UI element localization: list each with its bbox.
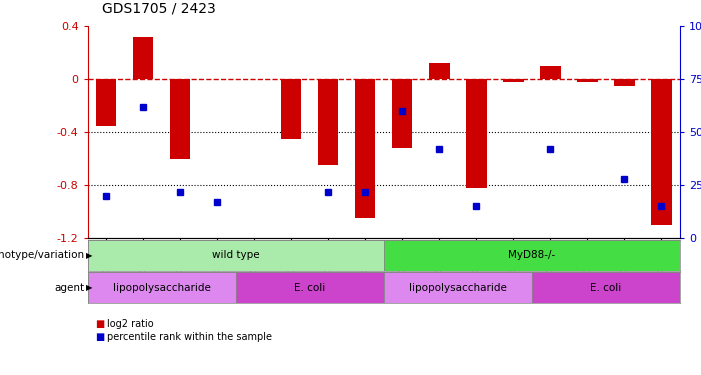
Text: lipopolysaccharide: lipopolysaccharide — [113, 283, 210, 292]
Bar — [540, 66, 561, 79]
Bar — [503, 79, 524, 82]
Text: log2 ratio: log2 ratio — [107, 319, 154, 328]
Bar — [355, 79, 376, 218]
Text: agent: agent — [54, 283, 84, 292]
Bar — [392, 79, 412, 148]
Bar — [96, 79, 116, 126]
Text: GDS1705 / 2423: GDS1705 / 2423 — [102, 1, 215, 15]
Bar — [577, 79, 597, 82]
Text: ■: ■ — [95, 319, 104, 328]
Text: E. coli: E. coli — [590, 283, 622, 292]
Bar — [532, 272, 680, 303]
Bar — [384, 240, 680, 271]
Bar — [133, 37, 154, 79]
Text: MyD88-/-: MyD88-/- — [508, 251, 555, 260]
Bar — [651, 79, 672, 225]
Bar — [318, 79, 339, 165]
Text: ▶: ▶ — [86, 251, 93, 260]
Bar — [88, 240, 384, 271]
Bar — [466, 79, 486, 188]
Text: lipopolysaccharide: lipopolysaccharide — [409, 283, 507, 292]
Bar — [614, 79, 634, 86]
Text: genotype/variation: genotype/variation — [0, 251, 84, 260]
Text: wild type: wild type — [212, 251, 259, 260]
Text: ■: ■ — [95, 332, 104, 342]
Text: percentile rank within the sample: percentile rank within the sample — [107, 332, 272, 342]
Bar — [170, 79, 191, 159]
Bar — [281, 79, 301, 139]
Text: ▶: ▶ — [86, 283, 93, 292]
Bar — [236, 272, 384, 303]
Bar — [88, 272, 236, 303]
Text: E. coli: E. coli — [294, 283, 325, 292]
Bar — [429, 63, 449, 79]
Bar — [384, 272, 532, 303]
